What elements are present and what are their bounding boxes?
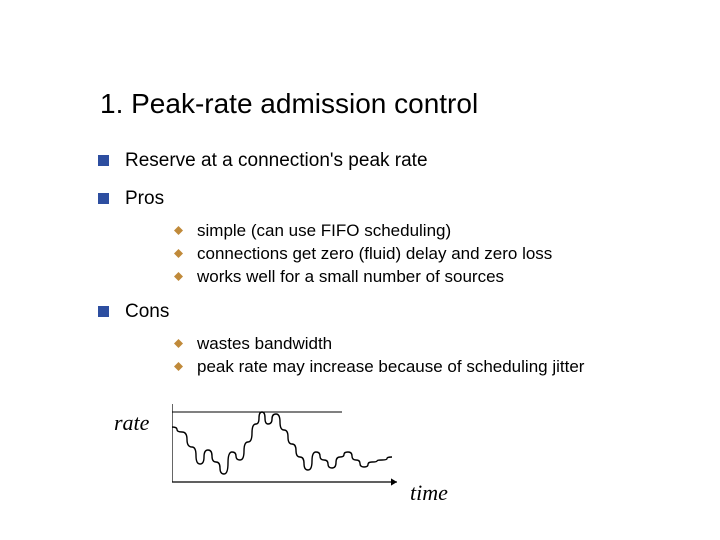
bullet-level2: peak rate may increase because of schedu…: [174, 356, 658, 379]
slide: 1. Peak-rate admission control Reserve a…: [0, 0, 720, 540]
sub-bullets: simple (can use FIFO scheduling) connect…: [174, 220, 658, 289]
bullet-text: Cons: [125, 301, 169, 323]
bullet-level1: Reserve at a connection's peak rate: [98, 150, 658, 172]
diamond-bullet-icon: [174, 226, 183, 235]
bullet-text: Pros: [125, 188, 164, 210]
y-axis-label: rate: [114, 410, 149, 436]
rate-time-chart: rate time: [120, 400, 460, 510]
bullet-text: simple (can use FIFO scheduling): [197, 220, 451, 243]
bullet-text: wastes bandwidth: [197, 333, 332, 356]
chart-svg: [172, 402, 412, 497]
bullet-text: Reserve at a connection's peak rate: [125, 150, 428, 172]
bullet-level2: wastes bandwidth: [174, 333, 658, 356]
bullet-level1: Cons: [98, 301, 658, 323]
bullet-level2: connections get zero (fluid) delay and z…: [174, 243, 658, 266]
diamond-bullet-icon: [174, 362, 183, 371]
square-bullet-icon: [98, 193, 109, 204]
bullet-level1: Pros: [98, 188, 658, 210]
square-bullet-icon: [98, 306, 109, 317]
bullet-text: works well for a small number of sources: [197, 266, 504, 289]
diamond-bullet-icon: [174, 249, 183, 258]
diamond-bullet-icon: [174, 272, 183, 281]
x-axis-label: time: [410, 480, 448, 506]
bullet-level2: simple (can use FIFO scheduling): [174, 220, 658, 243]
square-bullet-icon: [98, 155, 109, 166]
bullet-text: connections get zero (fluid) delay and z…: [197, 243, 552, 266]
slide-content: Reserve at a connection's peak rate Pros…: [98, 150, 658, 391]
diamond-bullet-icon: [174, 339, 183, 348]
bullet-level2: works well for a small number of sources: [174, 266, 658, 289]
bullet-text: peak rate may increase because of schedu…: [197, 356, 584, 379]
sub-bullets: wastes bandwidth peak rate may increase …: [174, 333, 658, 379]
slide-title: 1. Peak-rate admission control: [100, 88, 478, 120]
